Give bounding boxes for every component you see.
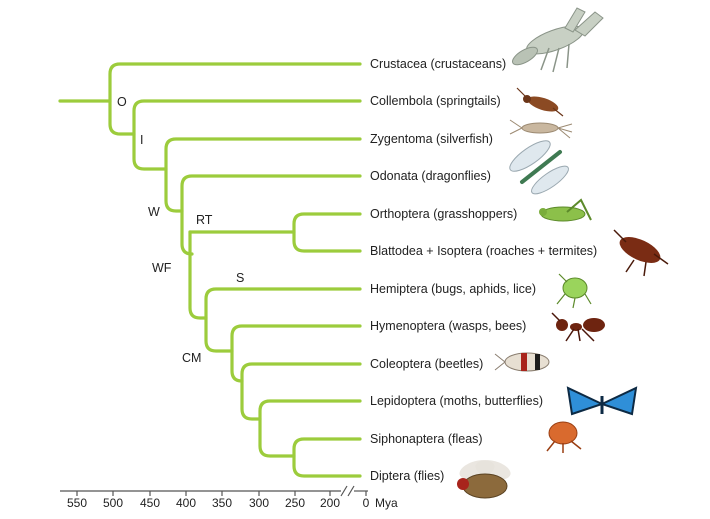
dragonfly-icon — [509, 140, 569, 195]
branch-node-cm — [230, 324, 362, 383]
taxon-label: Coleoptera (beetles) — [370, 357, 483, 371]
aphid-icon — [556, 273, 592, 309]
branch-node-s — [204, 287, 362, 353]
branch-node-flea — [292, 437, 362, 478]
branch-node-o — [108, 62, 362, 136]
taxon-label: Lepidoptera (moths, butterflies) — [370, 394, 543, 408]
branch-node-i — [132, 99, 362, 171]
branch-node-coleo — [240, 362, 362, 421]
branch-node-w — [164, 137, 362, 213]
axis-tick-label: 300 — [249, 496, 269, 510]
tree-branches — [58, 62, 362, 478]
node-labels: O I W WF RT S CM — [117, 95, 244, 365]
grasshopper-icon — [539, 198, 592, 222]
axis-tick-label: 400 — [176, 496, 196, 510]
node-label-w: W — [148, 205, 160, 219]
taxon-labels: Crustacea (crustaceans) Collembola (spri… — [370, 57, 597, 483]
axis-tick-label: 250 — [285, 496, 305, 510]
axis-tick-label: 0 — [363, 496, 370, 510]
axis-tick-label: 500 — [103, 496, 123, 510]
axis-tick-label: 450 — [140, 496, 160, 510]
axis-unit-label: Mya — [375, 496, 398, 510]
branch-node-rt — [292, 212, 362, 253]
taxon-label: Siphonaptera (fleas) — [370, 432, 483, 446]
taxon-label: Blattodea + Isoptera (roaches + termites… — [370, 244, 597, 258]
butterfly-icon — [566, 386, 638, 416]
taxon-label: Orthoptera (grasshoppers) — [370, 207, 517, 221]
cockroach-icon — [613, 229, 669, 277]
taxon-label: Zygentoma (silverfish) — [370, 132, 493, 146]
taxon-label: Collembola (springtails) — [370, 94, 501, 108]
axis-tick-label: 350 — [212, 496, 232, 510]
organism-illustrations — [457, 7, 669, 499]
taxon-label: Crustacea (crustaceans) — [370, 57, 506, 71]
taxon-label: Diptera (flies) — [370, 469, 444, 483]
node-label-i: I — [140, 133, 143, 147]
crayfish-icon — [512, 7, 604, 73]
taxon-label: Odonata (dragonflies) — [370, 169, 491, 183]
fly-icon — [457, 460, 511, 499]
node-label-o: O — [117, 95, 127, 109]
ant-icon — [551, 312, 605, 342]
beetle-icon — [494, 352, 550, 372]
taxon-label: Hymenoptera (wasps, bees) — [370, 319, 526, 333]
branch-node-lepi — [258, 399, 362, 458]
branch-node-wf — [180, 174, 362, 256]
axis-break-mark — [340, 485, 348, 497]
node-label-wf: WF — [152, 261, 172, 275]
springtail-icon — [516, 87, 564, 117]
axis-tick-label: 200 — [320, 496, 340, 510]
axis-tick-label: 550 — [67, 496, 87, 510]
taxon-label: Hemiptera (bugs, aphids, lice) — [370, 282, 536, 296]
flea-icon — [546, 421, 582, 453]
branch-wf-lower — [188, 230, 208, 320]
node-label-s: S — [236, 271, 244, 285]
node-label-cm: CM — [182, 351, 201, 365]
time-axis: 550 500 450 400 350 300 250 200 0 Mya — [60, 485, 398, 510]
axis-break-mark — [347, 485, 355, 497]
silverfish-icon — [509, 119, 573, 139]
node-label-rt: RT — [196, 213, 213, 227]
